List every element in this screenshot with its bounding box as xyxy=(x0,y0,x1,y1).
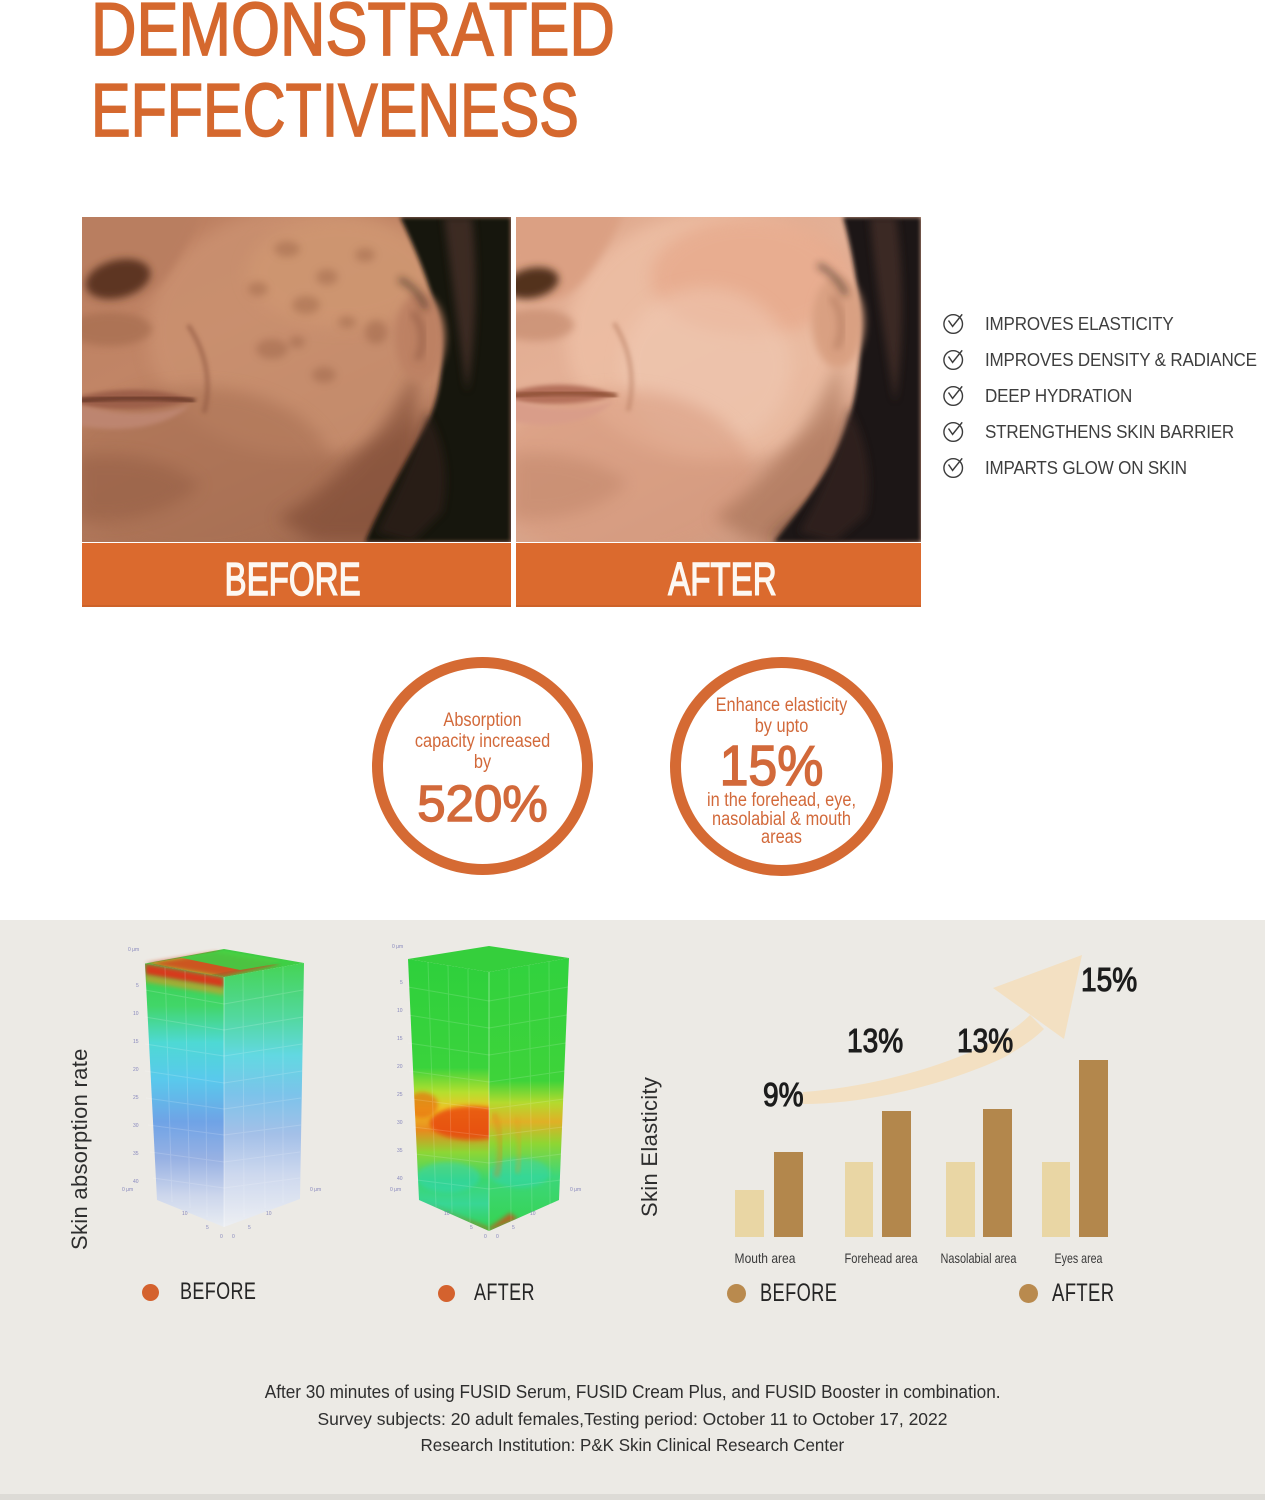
svg-text:0 μm: 0 μm xyxy=(570,1187,581,1193)
svg-text:0: 0 xyxy=(484,1234,487,1240)
svg-text:10: 10 xyxy=(133,1011,139,1017)
svg-text:0: 0 xyxy=(496,1234,499,1240)
svg-text:30: 30 xyxy=(133,1123,139,1129)
svg-text:15: 15 xyxy=(397,1036,403,1042)
svg-text:0 μm: 0 μm xyxy=(392,944,403,950)
svg-text:30: 30 xyxy=(397,1120,403,1126)
svg-text:5: 5 xyxy=(512,1225,515,1231)
svg-text:10: 10 xyxy=(444,1211,450,1217)
svg-text:5: 5 xyxy=(136,983,139,989)
svg-text:5: 5 xyxy=(206,1225,209,1231)
svg-text:10: 10 xyxy=(530,1211,536,1217)
svg-text:0 μm: 0 μm xyxy=(390,1187,401,1193)
svg-text:15: 15 xyxy=(133,1039,139,1045)
svg-text:0: 0 xyxy=(232,1234,235,1240)
svg-text:20: 20 xyxy=(133,1067,139,1073)
svg-text:10: 10 xyxy=(397,1008,403,1014)
svg-text:0 μm: 0 μm xyxy=(122,1187,133,1193)
svg-text:5: 5 xyxy=(400,980,403,986)
svg-text:0 μm: 0 μm xyxy=(310,1187,321,1193)
svg-text:10: 10 xyxy=(182,1211,188,1217)
svg-text:35: 35 xyxy=(133,1151,139,1157)
svg-text:25: 25 xyxy=(133,1095,139,1101)
svg-text:40: 40 xyxy=(397,1176,403,1182)
svg-text:0: 0 xyxy=(220,1234,223,1240)
svg-text:20: 20 xyxy=(397,1064,403,1070)
svg-text:5: 5 xyxy=(248,1225,251,1231)
svg-text:35: 35 xyxy=(397,1148,403,1154)
svg-text:10: 10 xyxy=(266,1211,272,1217)
svg-text:40: 40 xyxy=(133,1179,139,1185)
svg-text:5: 5 xyxy=(470,1225,473,1231)
svg-text:0 μm: 0 μm xyxy=(128,947,139,953)
svg-text:25: 25 xyxy=(397,1092,403,1098)
